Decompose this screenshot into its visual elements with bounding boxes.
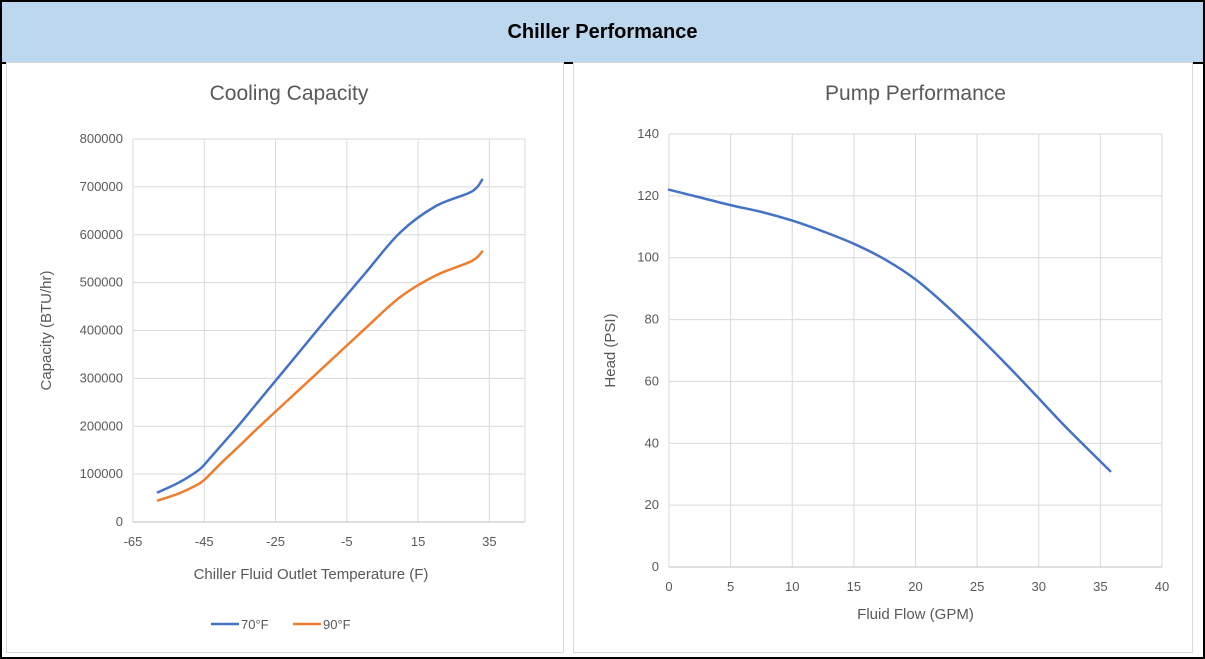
x-tick-label: 5 xyxy=(727,579,734,594)
x-tick-label: -5 xyxy=(341,534,353,549)
x-tick-label: 15 xyxy=(847,579,861,594)
y-tick-label: 140 xyxy=(637,126,659,141)
x-tick-label: -25 xyxy=(266,534,285,549)
pump-performance-chart: Pump Performance 0 20 40 60 80 100 120 140 0 5 10 15… xyxy=(602,82,1169,623)
y-tick-label: 800000 xyxy=(80,131,123,146)
series-line-70FF xyxy=(156,178,484,494)
header-bar: Chiller Performance xyxy=(2,2,1203,64)
x-tick-label: 15 xyxy=(411,534,425,549)
x-tick-label: -65 xyxy=(124,534,143,549)
x-tick-label: 25 xyxy=(970,579,984,594)
pump-performance-panel: Pump Performance 0 20 40 60 80 100 120 140 0 5 10 15… xyxy=(573,62,1193,653)
y-axis-title: Capacity (BTU/hr) xyxy=(38,270,55,390)
y-tick-label: 100 xyxy=(637,250,659,265)
series-line xyxy=(667,188,1112,473)
y-tick-label: 400000 xyxy=(80,323,123,338)
x-tick-label: -45 xyxy=(195,534,214,549)
y-tick-label: 80 xyxy=(645,312,659,327)
y-tick-label: 700000 xyxy=(80,179,123,194)
x-tick-label: 35 xyxy=(482,534,496,549)
y-tick-label: 100000 xyxy=(80,466,123,481)
y-tick-label: 120 xyxy=(637,188,659,203)
x-axis-title: Chiller Fluid Outlet Temperature (F) xyxy=(194,566,429,583)
x-axis-title: Fluid Flow (GPM) xyxy=(857,606,974,623)
y-tick-label: 0 xyxy=(652,559,659,574)
chart-title: Cooling Capacity xyxy=(210,82,369,105)
legend-label: 70°F xyxy=(241,617,269,632)
series-line-90FF xyxy=(156,250,484,502)
cooling-capacity-panel: Cooling Capacity 0 100000 200000 300000 40000… xyxy=(6,62,564,653)
y-tick-label: 600000 xyxy=(80,227,123,242)
page-title: Chiller Performance xyxy=(507,20,698,43)
y-tick-label: 20 xyxy=(645,497,659,512)
chart-title: Pump Performance xyxy=(825,82,1006,105)
x-tick-label: 35 xyxy=(1093,579,1107,594)
y-tick-label: 300000 xyxy=(80,370,123,385)
x-tick-label: 40 xyxy=(1155,579,1169,594)
y-tick-label: 40 xyxy=(645,435,659,450)
y-tick-label: 60 xyxy=(645,373,659,388)
y-tick-label: 0 xyxy=(116,514,123,529)
x-tick-label: 0 xyxy=(665,579,672,594)
x-tick-label: 20 xyxy=(908,579,922,594)
y-tick-label: 200000 xyxy=(80,418,123,433)
legend-label: 90°F xyxy=(323,617,351,632)
y-tick-label: 500000 xyxy=(80,275,123,290)
x-tick-label: 10 xyxy=(785,579,799,594)
y-axis-title: Head (PSI) xyxy=(602,313,619,387)
x-tick-label: 30 xyxy=(1032,579,1046,594)
cooling-capacity-chart: Cooling Capacity 0 100000 200000 300000 40000… xyxy=(38,82,526,632)
